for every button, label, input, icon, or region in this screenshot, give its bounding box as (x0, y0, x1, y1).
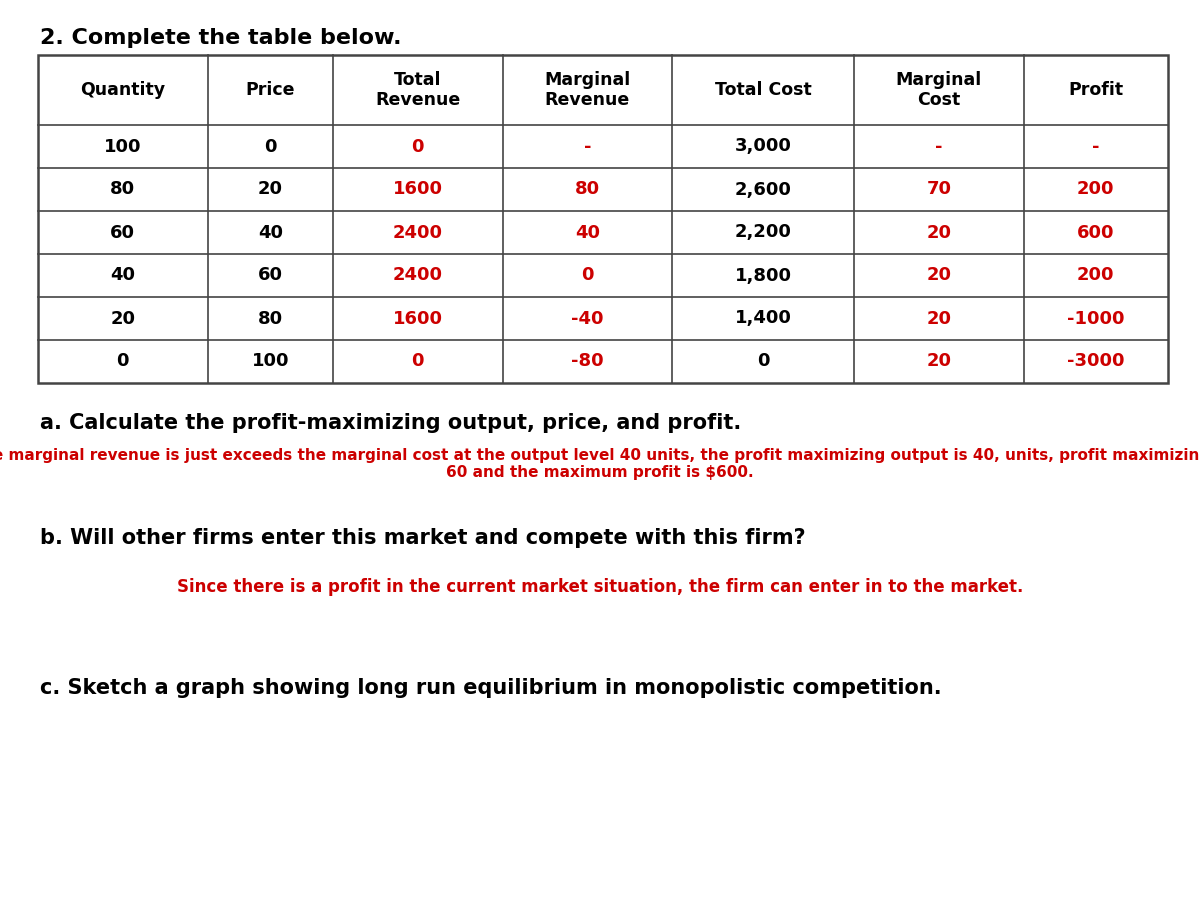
Text: 80: 80 (575, 180, 600, 198)
Text: -40: -40 (571, 309, 604, 327)
Text: 0: 0 (757, 353, 769, 371)
Text: Total
Revenue: Total Revenue (376, 70, 461, 109)
Text: 1600: 1600 (392, 180, 443, 198)
Text: 60: 60 (110, 224, 136, 242)
Bar (38, 55, 1168, 383)
Text: 600: 600 (1078, 224, 1115, 242)
Text: -3000: -3000 (1067, 353, 1124, 371)
Text: -: - (583, 137, 592, 155)
Text: 1,400: 1,400 (734, 309, 792, 327)
Text: c. Sketch a graph showing long run equilibrium in monopolistic competition.: c. Sketch a graph showing long run equil… (40, 678, 942, 698)
Text: a. Calculate the profit-maximizing output, price, and profit.: a. Calculate the profit-maximizing outpu… (40, 413, 742, 433)
Text: b. Will other firms enter this market and compete with this firm?: b. Will other firms enter this market an… (40, 528, 805, 548)
Text: 80: 80 (110, 180, 136, 198)
Text: Since there is a profit in the current market situation, the firm can enter in t: Since there is a profit in the current m… (176, 578, 1024, 596)
Text: 1600: 1600 (392, 309, 443, 327)
Text: 2400: 2400 (392, 224, 443, 242)
Text: 2400: 2400 (392, 266, 443, 284)
Text: 20: 20 (110, 309, 136, 327)
Text: 40: 40 (258, 224, 283, 242)
Text: Since the marginal revenue is just exceeds the marginal cost at the output level: Since the marginal revenue is just excee… (0, 448, 1200, 481)
Text: Profit: Profit (1068, 81, 1123, 99)
Text: 3,000: 3,000 (734, 137, 792, 155)
Text: 40: 40 (110, 266, 136, 284)
Text: -: - (1092, 137, 1099, 155)
Text: 200: 200 (1078, 180, 1115, 198)
Text: 100: 100 (252, 353, 289, 371)
Text: -80: -80 (571, 353, 604, 371)
Text: 20: 20 (926, 353, 952, 371)
Text: Marginal
Cost: Marginal Cost (895, 70, 982, 109)
Text: 100: 100 (104, 137, 142, 155)
Text: -: - (935, 137, 943, 155)
Text: 20: 20 (258, 180, 283, 198)
Text: 0: 0 (412, 353, 424, 371)
Text: 40: 40 (575, 224, 600, 242)
Text: 60: 60 (258, 266, 283, 284)
Text: 20: 20 (926, 224, 952, 242)
Text: 70: 70 (926, 180, 952, 198)
Text: 20: 20 (926, 266, 952, 284)
Text: 0: 0 (116, 353, 130, 371)
Text: 0: 0 (412, 137, 424, 155)
Text: 2. Complete the table below.: 2. Complete the table below. (40, 28, 402, 48)
Text: 0: 0 (264, 137, 276, 155)
Text: Price: Price (246, 81, 295, 99)
Text: 0: 0 (581, 266, 594, 284)
Text: Quantity: Quantity (80, 81, 166, 99)
Text: -1000: -1000 (1067, 309, 1124, 327)
Text: Total Cost: Total Cost (715, 81, 811, 99)
Text: 20: 20 (926, 309, 952, 327)
Text: Marginal
Revenue: Marginal Revenue (544, 70, 630, 109)
Text: 2,600: 2,600 (734, 180, 792, 198)
Text: 2,200: 2,200 (734, 224, 792, 242)
Text: 200: 200 (1078, 266, 1115, 284)
Text: 1,800: 1,800 (734, 266, 792, 284)
Text: 80: 80 (258, 309, 283, 327)
